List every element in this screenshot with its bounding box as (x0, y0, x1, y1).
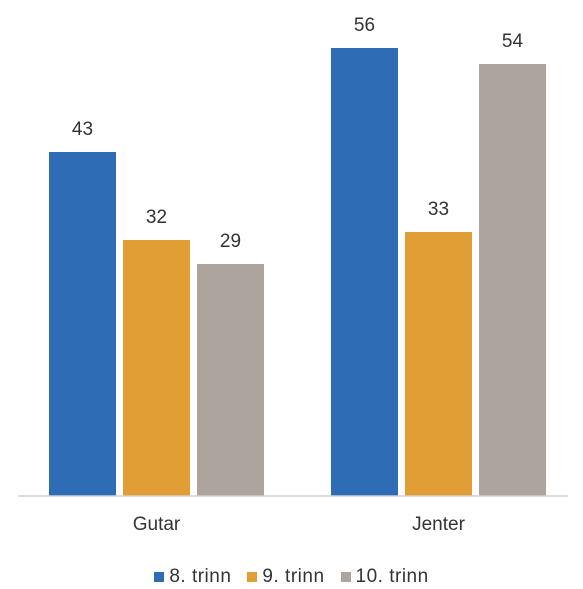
bar-gutar-9-trinn (123, 240, 190, 496)
bar-gutar-8-trinn (49, 152, 116, 496)
data-labels-group: 43 32 29 56 33 54 (72, 15, 524, 252)
legend-swatch-10-trinn (340, 572, 351, 582)
data-label-gutar-9-trinn: 32 (146, 207, 167, 228)
category-label-gutar: Gutar (133, 514, 181, 535)
legend-swatch-9-trinn (247, 572, 258, 582)
data-label-jenter-9-trinn: 33 (428, 199, 449, 220)
legend-swatch-8-trinn (154, 572, 165, 582)
legend: 8. trinn 9. trinn 10. trinn (0, 566, 583, 588)
legend-label-8-trinn: 8. trinn (169, 566, 232, 587)
category-label-jenter: Jenter (412, 514, 465, 535)
bar-jenter-9-trinn (405, 232, 472, 496)
legend-item-9-trinn: 9. trinn (247, 566, 324, 588)
bar-jenter-10-trinn (479, 64, 546, 496)
legend-label-10-trinn: 10. trinn (355, 566, 429, 587)
bar-jenter-8-trinn (331, 48, 398, 496)
data-label-gutar-10-trinn: 29 (220, 231, 241, 252)
category-labels-group: Gutar Jenter (133, 514, 466, 535)
data-label-jenter-10-trinn: 54 (502, 31, 524, 52)
legend-item-10-trinn: 10. trinn (340, 566, 429, 588)
legend-label-9-trinn: 9. trinn (262, 566, 325, 587)
legend-item-8-trinn: 8. trinn (154, 566, 231, 588)
bar-gutar-10-trinn (197, 264, 264, 496)
bars-group (49, 48, 546, 496)
data-label-jenter-8-trinn: 56 (354, 15, 375, 36)
data-label-gutar-8-trinn: 43 (72, 119, 93, 140)
